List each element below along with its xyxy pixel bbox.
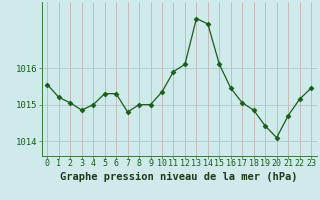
X-axis label: Graphe pression niveau de la mer (hPa): Graphe pression niveau de la mer (hPa) xyxy=(60,172,298,182)
